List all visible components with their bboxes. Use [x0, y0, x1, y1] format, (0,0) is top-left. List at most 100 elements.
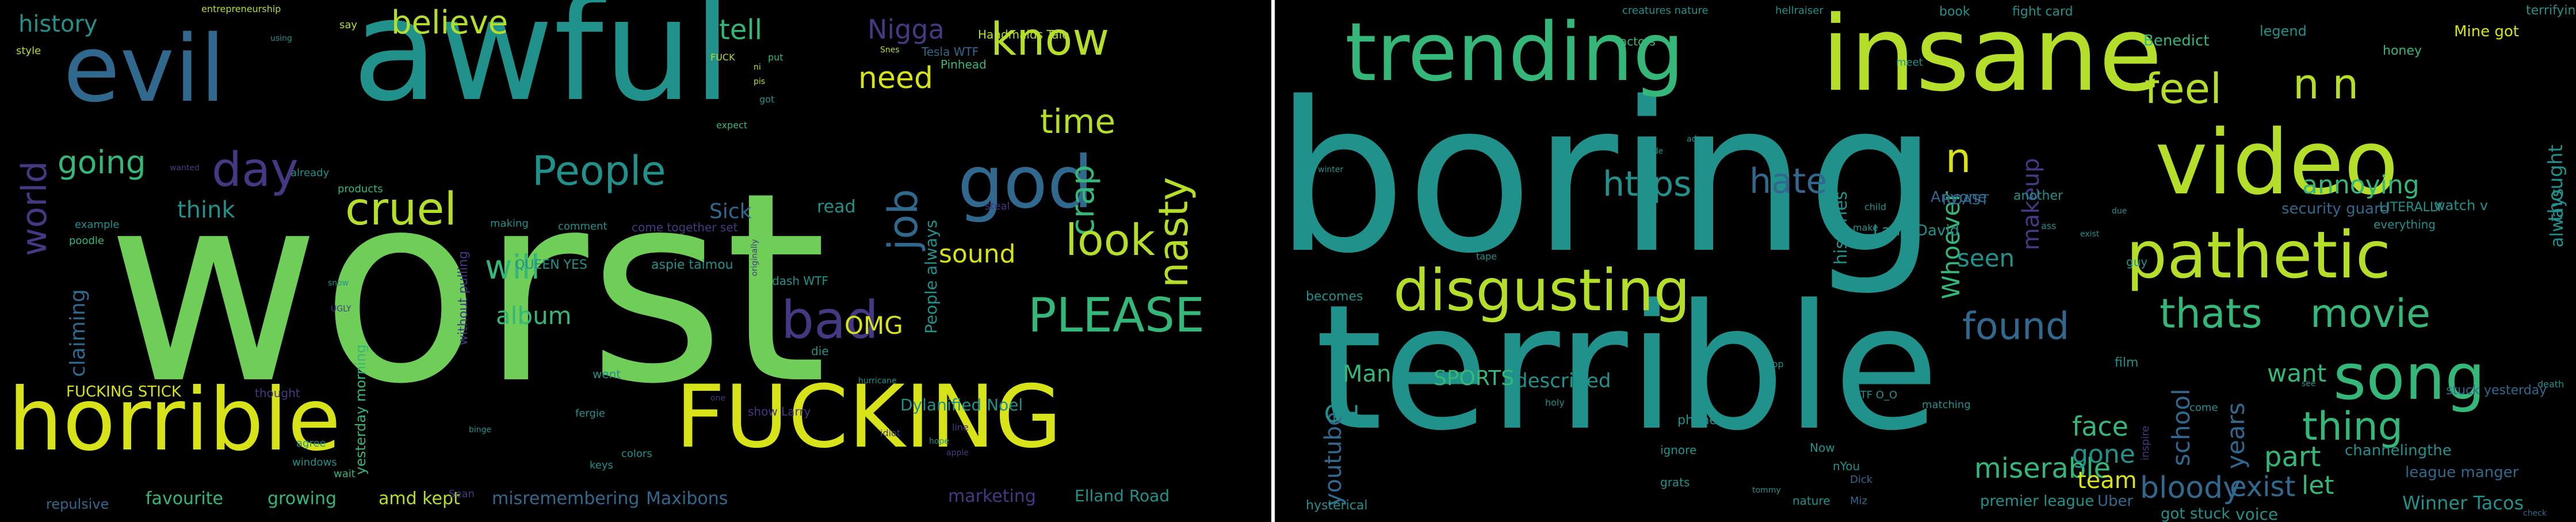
word: one: [710, 394, 726, 403]
word: everything: [2374, 218, 2436, 231]
word: WTF O_O: [1850, 389, 1898, 401]
word: poodle: [69, 235, 104, 247]
word: keys: [590, 459, 613, 471]
word: due: [2112, 207, 2127, 216]
word: video: [2155, 111, 2399, 215]
word: Handmaids Tale: [978, 28, 1069, 41]
word: meet: [1896, 56, 1923, 68]
word: stop: [1764, 359, 1784, 369]
word: dude: [1643, 147, 1664, 156]
word: claiming: [66, 289, 90, 377]
word: face: [2072, 411, 2128, 442]
word: terrifying: [2526, 3, 2576, 18]
word: hurricane: [858, 376, 897, 386]
word: Miz: [1850, 495, 1867, 507]
word: let: [2302, 471, 2334, 500]
word: steal: [985, 200, 1010, 212]
word: misremembering: [492, 489, 640, 509]
word: years: [2222, 402, 2250, 469]
word: adore: [1687, 135, 1710, 144]
word: album: [496, 302, 572, 330]
word: miserable: [1974, 452, 2111, 485]
word: favourite: [146, 489, 223, 509]
word: pathetic: [2126, 218, 2391, 293]
word: check: [2523, 509, 2547, 518]
word: People always: [922, 219, 941, 334]
word: growing: [267, 489, 337, 509]
word: Winner Tacos: [2402, 492, 2524, 514]
word: another: [2013, 189, 2063, 203]
word: FUCK: [710, 52, 735, 63]
word: ni: [754, 63, 761, 72]
word: hate: [1749, 161, 1828, 201]
word: Snes: [880, 45, 900, 55]
word: legend: [2260, 23, 2307, 39]
word: child: [1864, 201, 1886, 212]
word: book: [1939, 5, 1970, 19]
word: watch v: [2434, 197, 2488, 214]
word: see: [2302, 379, 2316, 388]
word: security guard: [2281, 200, 2390, 218]
word: wait: [334, 468, 356, 480]
word: show Larry: [748, 405, 811, 418]
word: world: [14, 161, 55, 256]
word: come together set: [632, 220, 738, 234]
word: FUCKING STICK: [66, 383, 181, 401]
word: boring: [1275, 58, 1939, 299]
word: winter: [1318, 165, 1344, 174]
word: products: [338, 183, 383, 195]
word: marketing: [948, 486, 1036, 506]
word: nasty: [1150, 177, 1197, 288]
word: guy: [2126, 255, 2148, 269]
word: Sean: [449, 488, 475, 500]
word: apple: [946, 448, 969, 458]
word: put: [768, 52, 783, 63]
word: hope: [929, 437, 949, 446]
word: sound: [939, 239, 1016, 269]
right-word-cloud: boring terrible insane trending video pa…: [1275, 0, 2576, 522]
word: binge: [469, 425, 492, 435]
word: https: [1603, 164, 1692, 204]
word: originally: [750, 239, 759, 276]
word: without pulling: [456, 251, 471, 345]
word: repulsive: [46, 496, 109, 512]
word: holy: [1545, 397, 1565, 408]
word: hellraiser: [1775, 5, 1824, 17]
word: Man: [1343, 361, 1392, 387]
word: example: [75, 219, 120, 231]
word: idiot: [880, 428, 901, 439]
word: fight card: [2012, 5, 2073, 19]
word: awful: [352, 0, 732, 132]
word: QUEEN YES: [515, 258, 587, 272]
word: went: [593, 367, 621, 381]
word: tape: [1476, 251, 1497, 262]
word: history: [18, 11, 98, 37]
word: hysterical: [1306, 498, 1368, 513]
word: Larry David: [1873, 222, 1960, 239]
word: gone: [2072, 440, 2135, 469]
word: honey: [2383, 44, 2422, 58]
word: colors: [621, 448, 652, 460]
word: fergie: [575, 407, 605, 420]
word: day: [212, 143, 299, 197]
word: nature: [1793, 494, 1830, 508]
word: already: [291, 167, 330, 179]
word: found: [1962, 305, 2070, 348]
word: seen: [1957, 244, 2015, 272]
word: makeup: [2018, 158, 2044, 250]
word: People: [532, 147, 666, 195]
word: Maxibons: [646, 489, 728, 509]
word: insane: [1821, 0, 2162, 115]
word: Benedict: [2143, 32, 2210, 49]
word: UGLY: [331, 304, 351, 314]
word: yesterday morning: [353, 344, 369, 475]
word: Tesla WTF: [922, 45, 979, 59]
word: phone: [1677, 413, 1717, 428]
word: expect: [716, 120, 748, 131]
word: worst: [106, 137, 828, 441]
word: PLEASE: [1028, 288, 1205, 343]
word: school: [2167, 388, 2195, 466]
word: Dylanified Noel: [900, 395, 1023, 414]
word: exist: [2230, 471, 2296, 503]
